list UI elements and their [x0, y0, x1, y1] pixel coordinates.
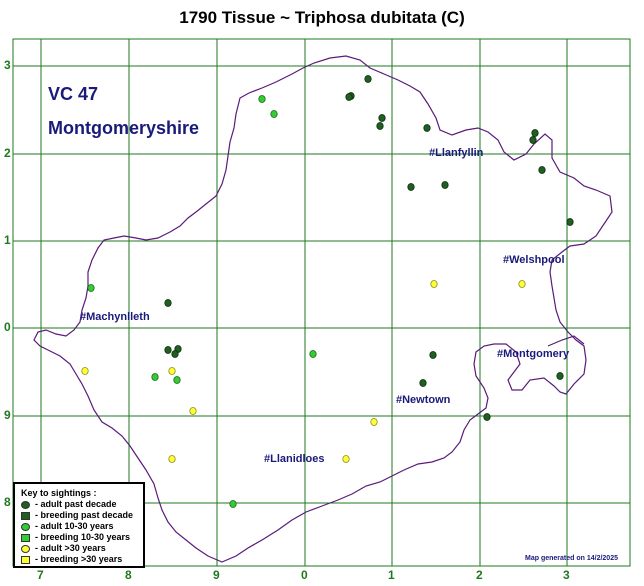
grid-label-bottom: 3 — [563, 568, 570, 582]
sighting-dot — [518, 280, 526, 288]
sighting-dot — [483, 413, 491, 421]
sighting-dot — [407, 183, 415, 191]
grid-lines — [13, 39, 630, 566]
sighting-dot — [538, 166, 546, 174]
sighting-dot — [364, 75, 372, 83]
legend-label: - breeding >30 years — [35, 554, 123, 564]
sighting-dot — [376, 122, 384, 130]
legend-title: Key to sightings : — [21, 488, 97, 498]
sighting-dot — [171, 350, 179, 358]
town-label-newtown: #Newtown — [396, 394, 451, 406]
sighting-dot — [168, 367, 176, 375]
sighting-dot — [164, 299, 172, 307]
grid-label-left: 2 — [4, 146, 11, 160]
sighting-dot — [430, 280, 438, 288]
legend-item: - breeding >30 years — [21, 554, 122, 565]
town-label-machynlleth: #Machynlleth — [80, 311, 150, 323]
legend-item: - adult >30 years — [21, 543, 106, 554]
grid-label-bottom: 9 — [213, 568, 220, 582]
county-boundary — [33, 55, 613, 563]
grid-label-left: 1 — [4, 233, 11, 247]
sighting-dot — [258, 95, 266, 103]
legend-label: - adult >30 years — [35, 543, 106, 553]
legend-square-icon — [21, 555, 30, 564]
legend-circle-icon — [21, 522, 30, 531]
sighting-dot — [87, 284, 95, 292]
grid-label-left: 0 — [4, 320, 11, 334]
sighting-dot — [529, 136, 537, 144]
sighting-dot — [370, 418, 378, 426]
town-label-montgomery: #Montgomery — [497, 348, 570, 360]
grid-label-bottom: 2 — [476, 568, 483, 582]
sighting-dot — [419, 379, 427, 387]
legend-label: - adult 10-30 years — [35, 521, 114, 531]
sighting-dot — [270, 110, 278, 118]
sighting-dot — [164, 346, 172, 354]
sighting-dot — [531, 129, 539, 137]
legend-label: - breeding past decade — [35, 510, 134, 520]
sighting-dot — [229, 500, 237, 508]
sighting-dot — [378, 114, 386, 122]
grid-label-left: 9 — [4, 408, 11, 422]
sighting-dot — [309, 350, 317, 358]
legend-circle-icon — [21, 500, 30, 509]
legend: Key to sightings : - adult past decade -… — [13, 482, 145, 568]
town-label-welshpool: #Welshpool — [503, 254, 565, 266]
sightings-adult-past-decade — [164, 75, 574, 421]
sighting-dot — [151, 373, 159, 381]
sightings-adult-over-30-years — [81, 280, 526, 463]
sighting-dot — [342, 455, 350, 463]
sighting-dot — [566, 218, 574, 226]
legend-square-icon — [21, 511, 30, 520]
county-boundary-detail — [547, 335, 585, 347]
sighting-dot — [173, 376, 181, 384]
sighting-dot — [81, 367, 89, 375]
sighting-dot — [423, 124, 431, 132]
sighting-dot — [556, 372, 564, 380]
grid-label-bottom: 7 — [37, 568, 44, 582]
map-generated-note: Map generated on 14/2/2025 — [525, 555, 618, 562]
legend-item: - breeding 10-30 years — [21, 532, 130, 543]
legend-circle-icon — [21, 544, 30, 553]
legend-item: - breeding past decade — [21, 510, 133, 521]
legend-item: - adult 10-30 years — [21, 521, 114, 532]
sighting-dot — [189, 407, 197, 415]
grid-label-bottom: 8 — [125, 568, 132, 582]
sighting-dot — [345, 93, 353, 101]
sighting-dot — [168, 455, 176, 463]
sighting-dot — [429, 351, 437, 359]
map-frame — [12, 38, 631, 567]
legend-item: - adult past decade — [21, 499, 117, 510]
town-label-llanidloes: #Llanidloes — [264, 453, 325, 465]
legend-label: - breeding 10-30 years — [35, 532, 131, 542]
legend-square-icon — [21, 533, 30, 542]
map-title: 1790 Tissue ~ Triphosa dubitata (C) — [179, 8, 465, 27]
grid-label-bottom: 1 — [388, 568, 395, 582]
grid-label-bottom: 0 — [301, 568, 308, 582]
sighting-dot — [441, 181, 449, 189]
town-label-llanfyllin: #Llanfyllin — [429, 147, 484, 159]
grid-label-left: 3 — [4, 58, 11, 72]
grid-label-left: 8 — [4, 495, 11, 509]
vc-number: VC 47 — [48, 84, 99, 104]
sightings-adult-10-30-years — [87, 95, 317, 508]
legend-label: - adult past decade — [35, 499, 117, 509]
vc-name: Montgomeryshire — [48, 118, 200, 138]
